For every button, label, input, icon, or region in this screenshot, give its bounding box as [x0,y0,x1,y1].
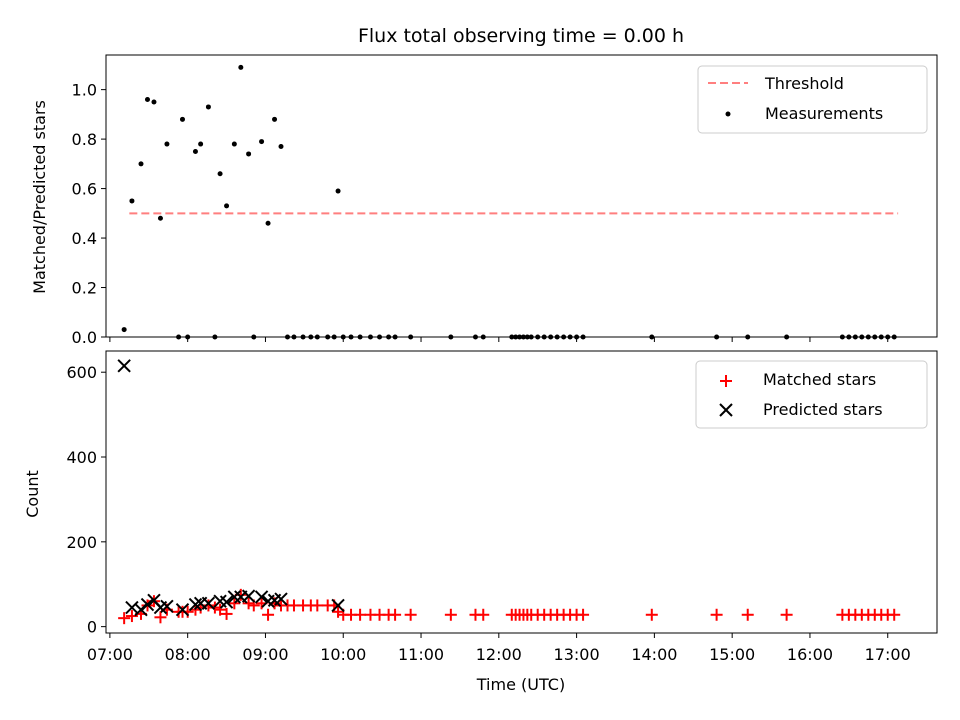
matched-star-marker [262,608,275,621]
x-tick-label: 07:00 [87,645,133,664]
bottom-y-tick-label: 600 [66,363,97,382]
matched-star-marker [311,599,324,612]
predicted-stars-legend-label: Predicted stars [763,400,883,419]
matched-star-marker [242,597,255,610]
matched-star-marker [214,603,227,616]
top-legend: Threshold Measurements [697,65,928,134]
matched-star-marker [888,608,901,621]
matched-star-marker [577,608,590,621]
predicted-star-marker [227,590,242,604]
predicted-star-marker [219,595,234,609]
predicted-star-marker [201,596,216,611]
x-tick-label: 09:00 [242,645,288,664]
measurement-point [198,141,204,147]
measurement-point [259,139,265,145]
bottom-y-axis-label: Count [23,470,42,518]
measurements-legend-label: Measurements [765,104,883,123]
predicted-star-marker [254,590,269,604]
matched-star-marker [741,608,754,621]
measurement-point [138,161,144,167]
matched-star-marker [228,597,241,610]
predicted-star-marker [188,597,203,612]
measurements-legend-swatch [725,111,731,117]
top-y-tick-label: 1.0 [72,81,97,100]
matched-star-marker [154,611,167,624]
predicted-star-marker [140,597,155,612]
x-tick-label: 17:00 [865,645,911,664]
matched-star-marker [477,608,490,621]
matched-star-marker [202,599,215,612]
bottom-axes-frame [105,350,938,634]
bottom-y-tick-label: 0 [87,618,97,637]
top-y-tick-label: 0.2 [72,279,97,298]
x-tick-label: 12:00 [476,645,522,664]
threshold-legend-label: Threshold [764,74,844,93]
bottom-legend: Matched stars Predicted stars [695,360,928,429]
measurement-point [164,141,170,147]
matched-star-marker [220,607,233,620]
bottom-y-tick-label: 400 [66,448,97,467]
x-axis-label: Time (UTC) [476,675,565,694]
measurement-point [129,198,135,204]
top-axes-frame [105,54,938,338]
x-tick-label: 15:00 [709,645,755,664]
matched-star-marker [118,612,131,625]
predicted-star-marker [331,598,345,613]
predicted-star-marker [117,359,131,373]
measurement-point [231,141,237,147]
predicted-star-marker [160,599,174,613]
predicted-star-marker [274,592,288,606]
matched-star-marker [332,605,345,618]
ratio-plot-area: 0.0 0.2 0.4 0.6 0.8 1.0 [72,54,938,347]
measurement-point [205,104,211,110]
predicted-stars-legend-swatch [719,403,733,417]
bottom-y-tick-label: 200 [66,533,97,552]
measurement-point [144,97,150,103]
predicted-star-marker [175,602,190,617]
measurement-point [265,220,271,226]
matched-star-marker [710,608,723,621]
measurement-point [272,116,278,122]
measurement-point [335,188,341,194]
matched-star-marker [444,608,457,621]
x-tick-label: 11:00 [398,645,444,664]
top-legend-frame [697,65,928,134]
top-y-tick-label: 0.8 [72,130,97,149]
top-y-tick-label: 0.6 [72,180,97,199]
count-plot-area: 07:00 08:00 09:00 10:00 11:00 12:00 13:00 14:00… [66,350,938,664]
measurement-point [278,144,284,150]
measurement-point [217,171,223,177]
predicted-star-marker [241,589,256,603]
top-y-tick-label: 0.0 [72,328,97,347]
x-tick-label: 16:00 [787,645,833,664]
measurement-point [157,215,163,221]
measurement-point [121,327,127,333]
matched-stars-legend-swatch [720,375,732,387]
matched-star-marker [780,608,793,621]
top-y-tick-label: 0.4 [72,229,97,248]
matched-stars-legend-label: Matched stars [763,370,876,389]
measurement-point [238,64,244,70]
measurement-point [224,203,230,209]
x-tick-label: 10:00 [320,645,366,664]
x-tick-label: 14:00 [631,645,677,664]
matched-star-marker [354,608,367,621]
top-chart-title: Flux total observing time = 0.00 h [358,25,684,47]
matched-star-marker [645,608,658,621]
measurement-point [246,151,252,157]
measurement-point [151,99,157,105]
measurement-point [179,116,185,122]
matched-star-marker [404,608,417,621]
top-y-axis-label: Matched/Predicted stars [30,100,49,294]
bottom-legend-frame [695,360,928,429]
x-tick-label: 13:00 [554,645,600,664]
measurement-point [192,148,198,154]
matched-star-marker [389,608,402,621]
x-tick-label: 08:00 [165,645,211,664]
